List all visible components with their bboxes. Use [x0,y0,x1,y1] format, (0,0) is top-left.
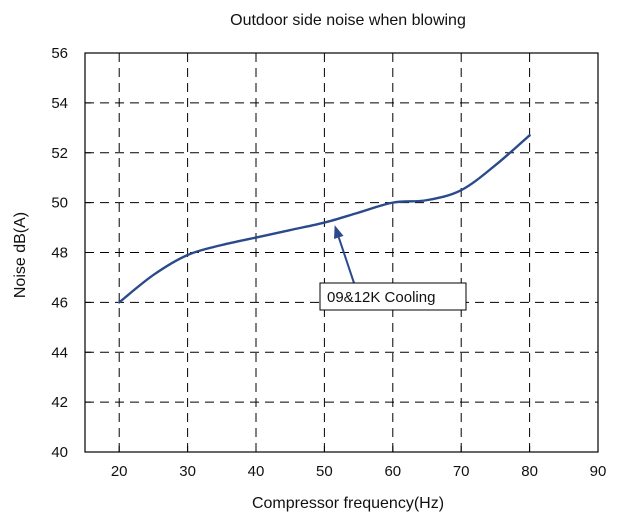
annotation-arrow-head [334,225,344,239]
y-tick-label: 56 [51,45,68,62]
x-tick-label: 80 [521,463,538,480]
annotation-box [319,282,467,311]
x-tick-label: 30 [179,463,196,480]
series-line-0 [118,134,531,304]
x-tick-label: 90 [590,463,607,480]
y-tick-label: 40 [51,444,68,461]
series-group [118,134,531,304]
chart-title: Outdoor side noise when blowing [230,12,466,29]
tick-marks [85,52,599,453]
x-tick-label: 20 [111,463,128,480]
y-tick-label: 52 [51,145,68,162]
x-tick-label: 60 [384,463,401,480]
x-axis-label: Compressor frequency(Hz) [252,495,444,512]
annotation-arrow-line [337,237,355,284]
annotation-label: 09&12K Cooling [327,289,435,306]
y-tick-label: 42 [51,394,68,411]
x-tick-labels: 20 30 40 50 60 70 80 90 [111,463,606,480]
y-axis-label: Noise dB(A) [12,212,29,298]
y-tick-label: 46 [51,294,68,311]
y-tick-labels: 40 42 44 46 48 50 52 54 56 [51,45,68,461]
x-tick-label: 70 [453,463,470,480]
y-tick-label: 50 [51,195,68,212]
y-tick-label: 48 [51,245,68,262]
y-tick-label: 54 [51,95,68,112]
x-tick-label: 40 [248,463,265,480]
y-tick-label: 44 [51,344,68,361]
annotation: 09&12K Cooling [319,225,467,311]
x-tick-label: 50 [316,463,333,480]
